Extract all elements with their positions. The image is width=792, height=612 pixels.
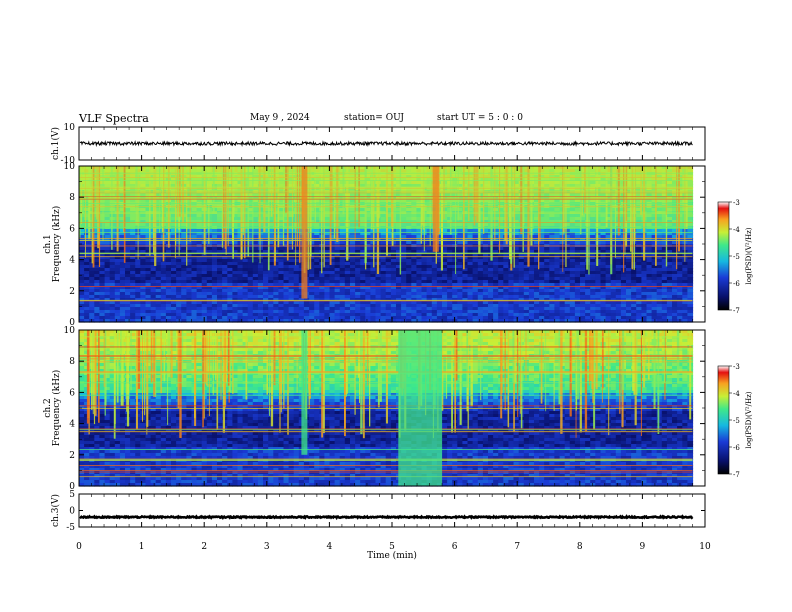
colorbar-tick-label-ch1: -4 bbox=[733, 226, 740, 234]
y-axis-label-ch2: Frequency (kHz) bbox=[51, 370, 62, 447]
colorbar-tick-label-ch2: -6 bbox=[733, 444, 740, 452]
spectrogram-feature bbox=[79, 166, 693, 229]
start-time-label: start UT = 5 : 0 : 0 bbox=[437, 113, 523, 123]
y-tick-label-ch1: 6 bbox=[69, 224, 75, 234]
y-tick-label-ch2: 6 bbox=[69, 388, 75, 398]
station-label: station= OUJ bbox=[344, 113, 405, 123]
x-tick-label: 3 bbox=[264, 542, 270, 552]
y-axis-label-ch1: ch.1(V) bbox=[50, 127, 61, 160]
colorbar-tick-label-ch1: -5 bbox=[733, 253, 740, 261]
spectrogram-feature bbox=[301, 330, 308, 455]
y-tick-label-ch1: 8 bbox=[69, 193, 75, 203]
colorbar-tick-label-ch1: -7 bbox=[733, 307, 740, 315]
colorbar-ch1 bbox=[717, 201, 730, 311]
y-tick-label-ch1: 10 bbox=[64, 123, 76, 133]
y-tick-label-ch2: 2 bbox=[69, 451, 75, 461]
y-tick-label-ch2: 8 bbox=[69, 357, 75, 367]
x-tick-label: 1 bbox=[139, 542, 145, 552]
colorbar-ch2 bbox=[717, 365, 730, 475]
y-tick-label-ch1: 4 bbox=[69, 256, 75, 266]
x-tick-label: 10 bbox=[699, 542, 711, 552]
colorbar-tick-label-ch1: -3 bbox=[733, 199, 740, 207]
spectrogram-ch1-image bbox=[79, 166, 694, 323]
waveform-ch1-line bbox=[79, 139, 693, 148]
colorbar-tick-label-ch2: -7 bbox=[733, 471, 740, 479]
x-tick-label: 8 bbox=[577, 542, 583, 552]
y-tick-label-ch2: 10 bbox=[64, 326, 76, 336]
y-tick-label-ch3: 0 bbox=[69, 507, 75, 517]
y-axis-label-ch3: ch.3(V) bbox=[50, 494, 61, 527]
colorbar-tick-label-ch1: -6 bbox=[733, 280, 740, 288]
colorbar-tick-label-ch2: -4 bbox=[733, 390, 740, 398]
spectrogram-ch2-image bbox=[79, 330, 694, 487]
y-tick-label-ch2: 0 bbox=[69, 482, 75, 492]
x-tick-label: 5 bbox=[389, 542, 395, 552]
x-tick-label: 9 bbox=[640, 542, 646, 552]
x-tick-label: 4 bbox=[327, 542, 333, 552]
y-tick-label-ch1: 10 bbox=[64, 162, 76, 172]
y-tick-label-ch1: 0 bbox=[69, 318, 75, 328]
y-tick-label-ch3: -5 bbox=[66, 523, 75, 533]
spectrogram-feature bbox=[301, 166, 308, 299]
y-axis-label-ch2: ch.2 bbox=[43, 398, 53, 417]
waveform-ch3-line bbox=[79, 514, 694, 521]
y-tick-label-ch1: 2 bbox=[69, 287, 75, 297]
y-tick-label-ch3: 5 bbox=[69, 490, 75, 500]
colorbar-tick-label-ch2: -5 bbox=[733, 417, 740, 425]
y-tick-label-ch2: 4 bbox=[69, 420, 75, 430]
date-label: May 9 , 2024 bbox=[250, 113, 310, 123]
spectrogram-feature bbox=[398, 330, 443, 486]
y-axis-label-ch1: Frequency (kHz) bbox=[51, 206, 62, 283]
spectrogram-feature bbox=[432, 166, 439, 252]
y-axis-label-ch1: ch.1 bbox=[43, 234, 53, 253]
x-tick-label: 2 bbox=[201, 542, 207, 552]
y-tick-label-ch1: -10 bbox=[61, 156, 76, 166]
x-axis-label: Time (min) bbox=[367, 550, 417, 561]
x-tick-label: 7 bbox=[514, 542, 520, 552]
colorbar-tick-label-ch2: -3 bbox=[733, 363, 740, 371]
colorbar-label-ch2: log(PSD)(V²/Hz) bbox=[745, 391, 753, 448]
colorbar-label-ch1: log(PSD)(V²/Hz) bbox=[745, 227, 753, 284]
x-tick-label: 0 bbox=[76, 542, 82, 552]
chart-title: VLF Spectra bbox=[79, 112, 149, 125]
x-tick-label: 6 bbox=[452, 542, 458, 552]
